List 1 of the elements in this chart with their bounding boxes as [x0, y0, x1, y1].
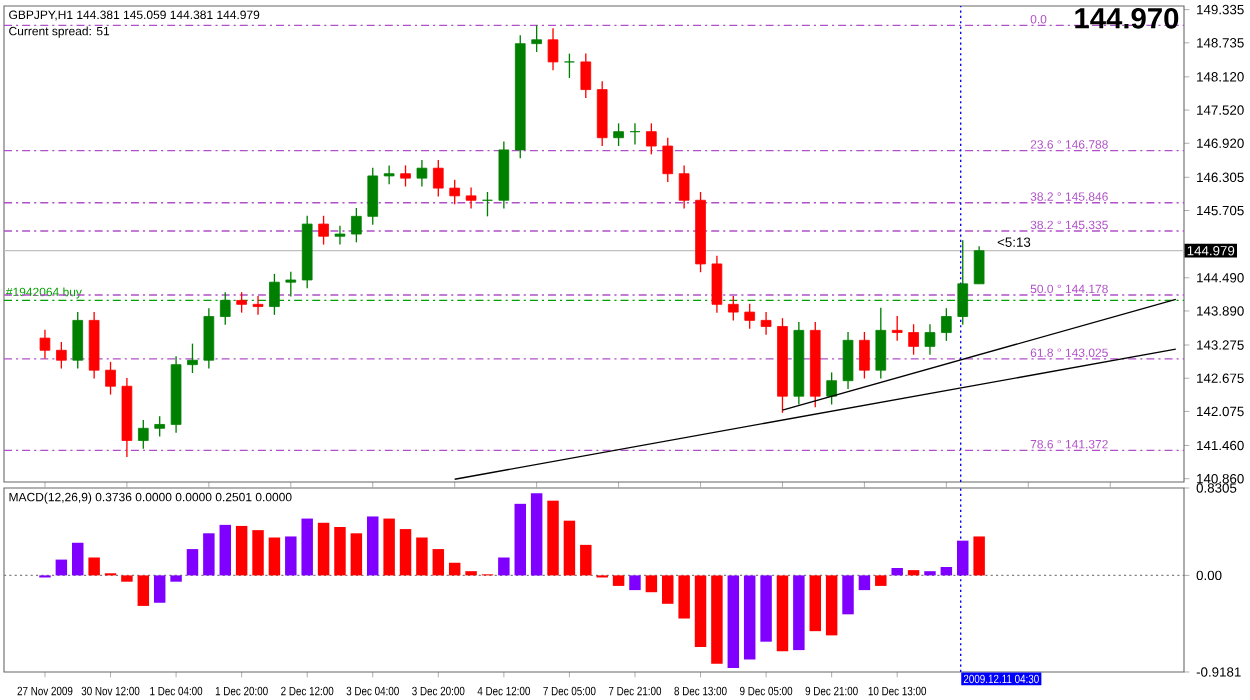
annotation: 144.970 — [1075, 7, 1179, 29]
